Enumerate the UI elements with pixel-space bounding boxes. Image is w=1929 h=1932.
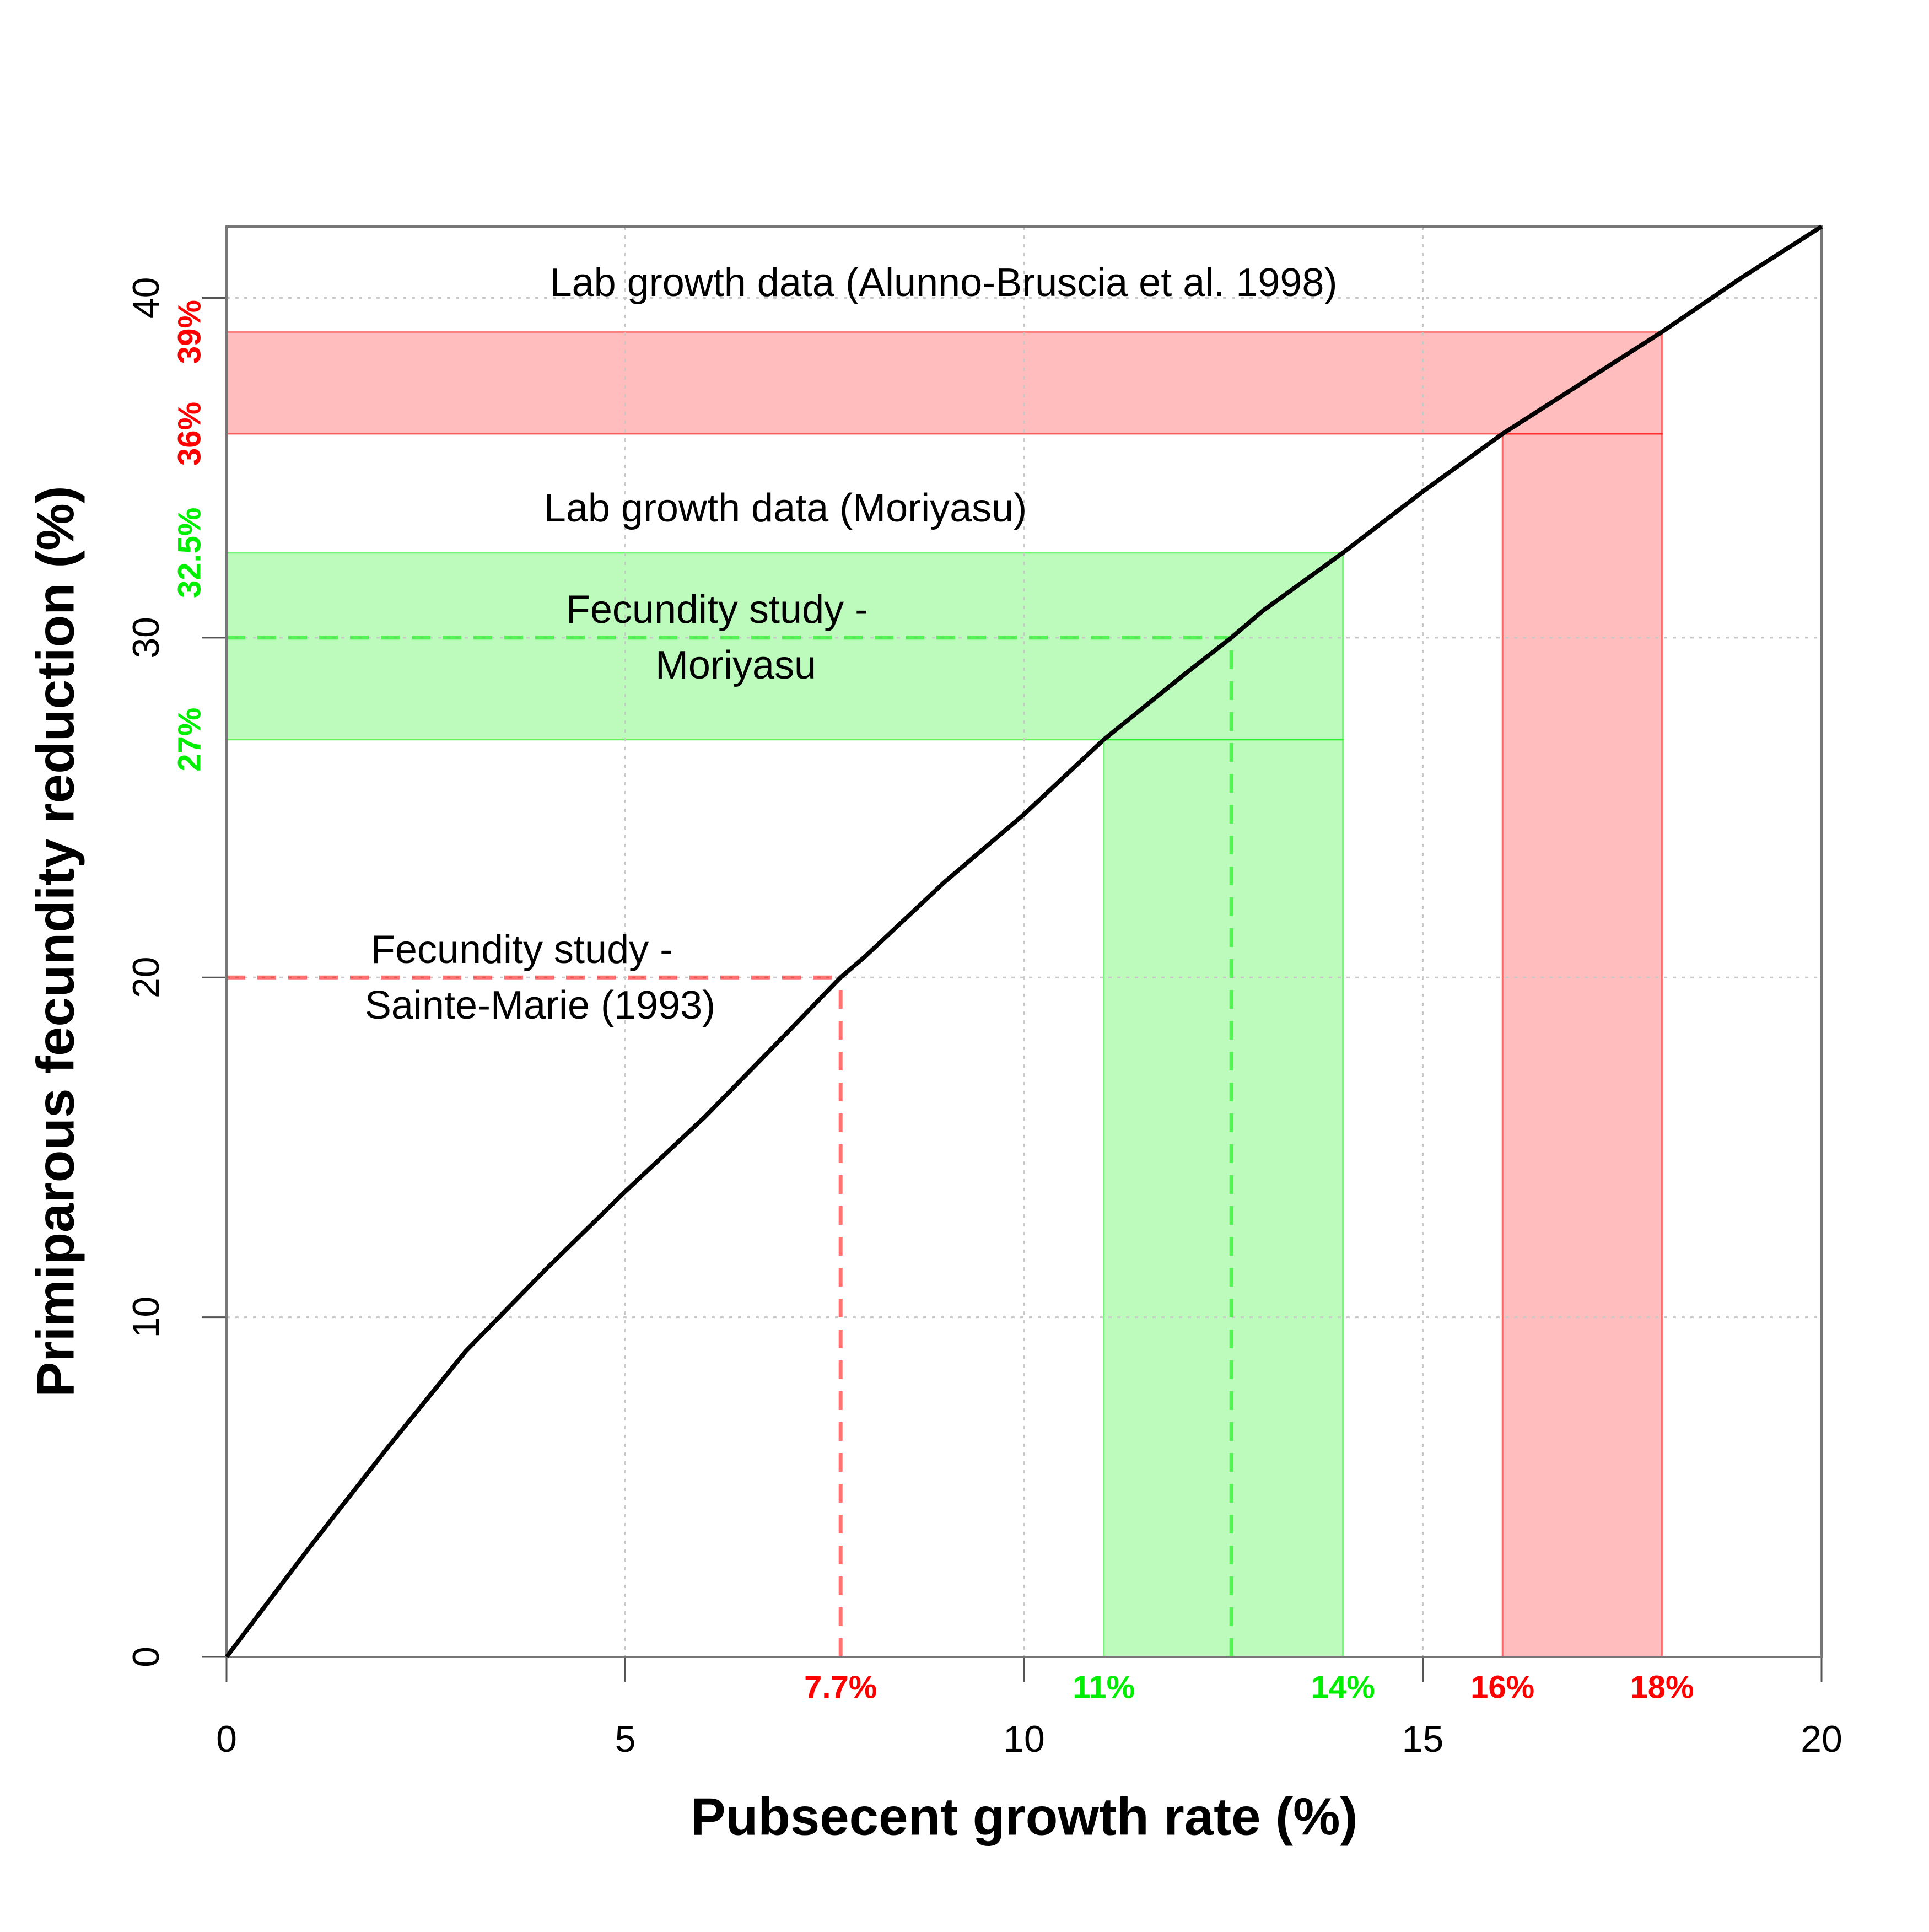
y-tick-label: 0 — [125, 1646, 167, 1667]
y-reference-label: 39% — [171, 300, 207, 364]
highlight-band — [225, 331, 1663, 435]
annotation: Lab growth data (Alunno-Bruscia et al. 1… — [550, 261, 1338, 305]
y-tick-label: 30 — [125, 617, 167, 659]
x-reference-label: 16% — [1470, 1669, 1534, 1705]
x-tick-label: 20 — [1801, 1718, 1842, 1760]
x-tick-label: 10 — [1003, 1718, 1045, 1760]
y-tick-label: 20 — [125, 956, 167, 998]
highlight-band — [225, 552, 1344, 741]
x-tick-label: 0 — [216, 1718, 237, 1760]
y-tick-label: 40 — [125, 277, 167, 319]
y-axis-title: Primiparous fecundity reduction (%) — [26, 486, 85, 1397]
x-tick-label: 15 — [1402, 1718, 1444, 1760]
y-reference-label: 27% — [171, 708, 207, 772]
y-reference-label: 36% — [171, 402, 207, 466]
highlight-band — [1103, 739, 1344, 1658]
x-reference-label: 14% — [1311, 1669, 1375, 1705]
x-axis-title: Pubsecent growth rate (%) — [691, 1787, 1358, 1846]
fill-layer — [225, 331, 1663, 1658]
annotation: Moriyasu — [655, 643, 816, 687]
y-reference-label: 32.5% — [171, 507, 207, 598]
highlight-band — [1501, 433, 1663, 1658]
x-reference-label: 18% — [1630, 1669, 1694, 1705]
annotation: Fecundity study - — [566, 588, 868, 632]
main-layer: 16% 36% 18% 39% 11% 27% 14% 32.5% 0 10 20 30 40 0 5 10 1… — [125, 224, 1842, 1760]
annotation: Sainte-Marie (1993) — [365, 983, 715, 1027]
curve — [224, 224, 1823, 1659]
annotation: Lab growth data (Moriyasu) — [544, 486, 1027, 530]
x-tick-label: 5 — [615, 1718, 636, 1760]
y-tick-label: 10 — [125, 1296, 167, 1338]
annotation: Fecundity study - — [371, 928, 673, 972]
x-reference-label: 7.7% — [804, 1669, 877, 1705]
x-reference-label: 11% — [1073, 1669, 1135, 1705]
plot-frame — [225, 225, 1823, 1658]
